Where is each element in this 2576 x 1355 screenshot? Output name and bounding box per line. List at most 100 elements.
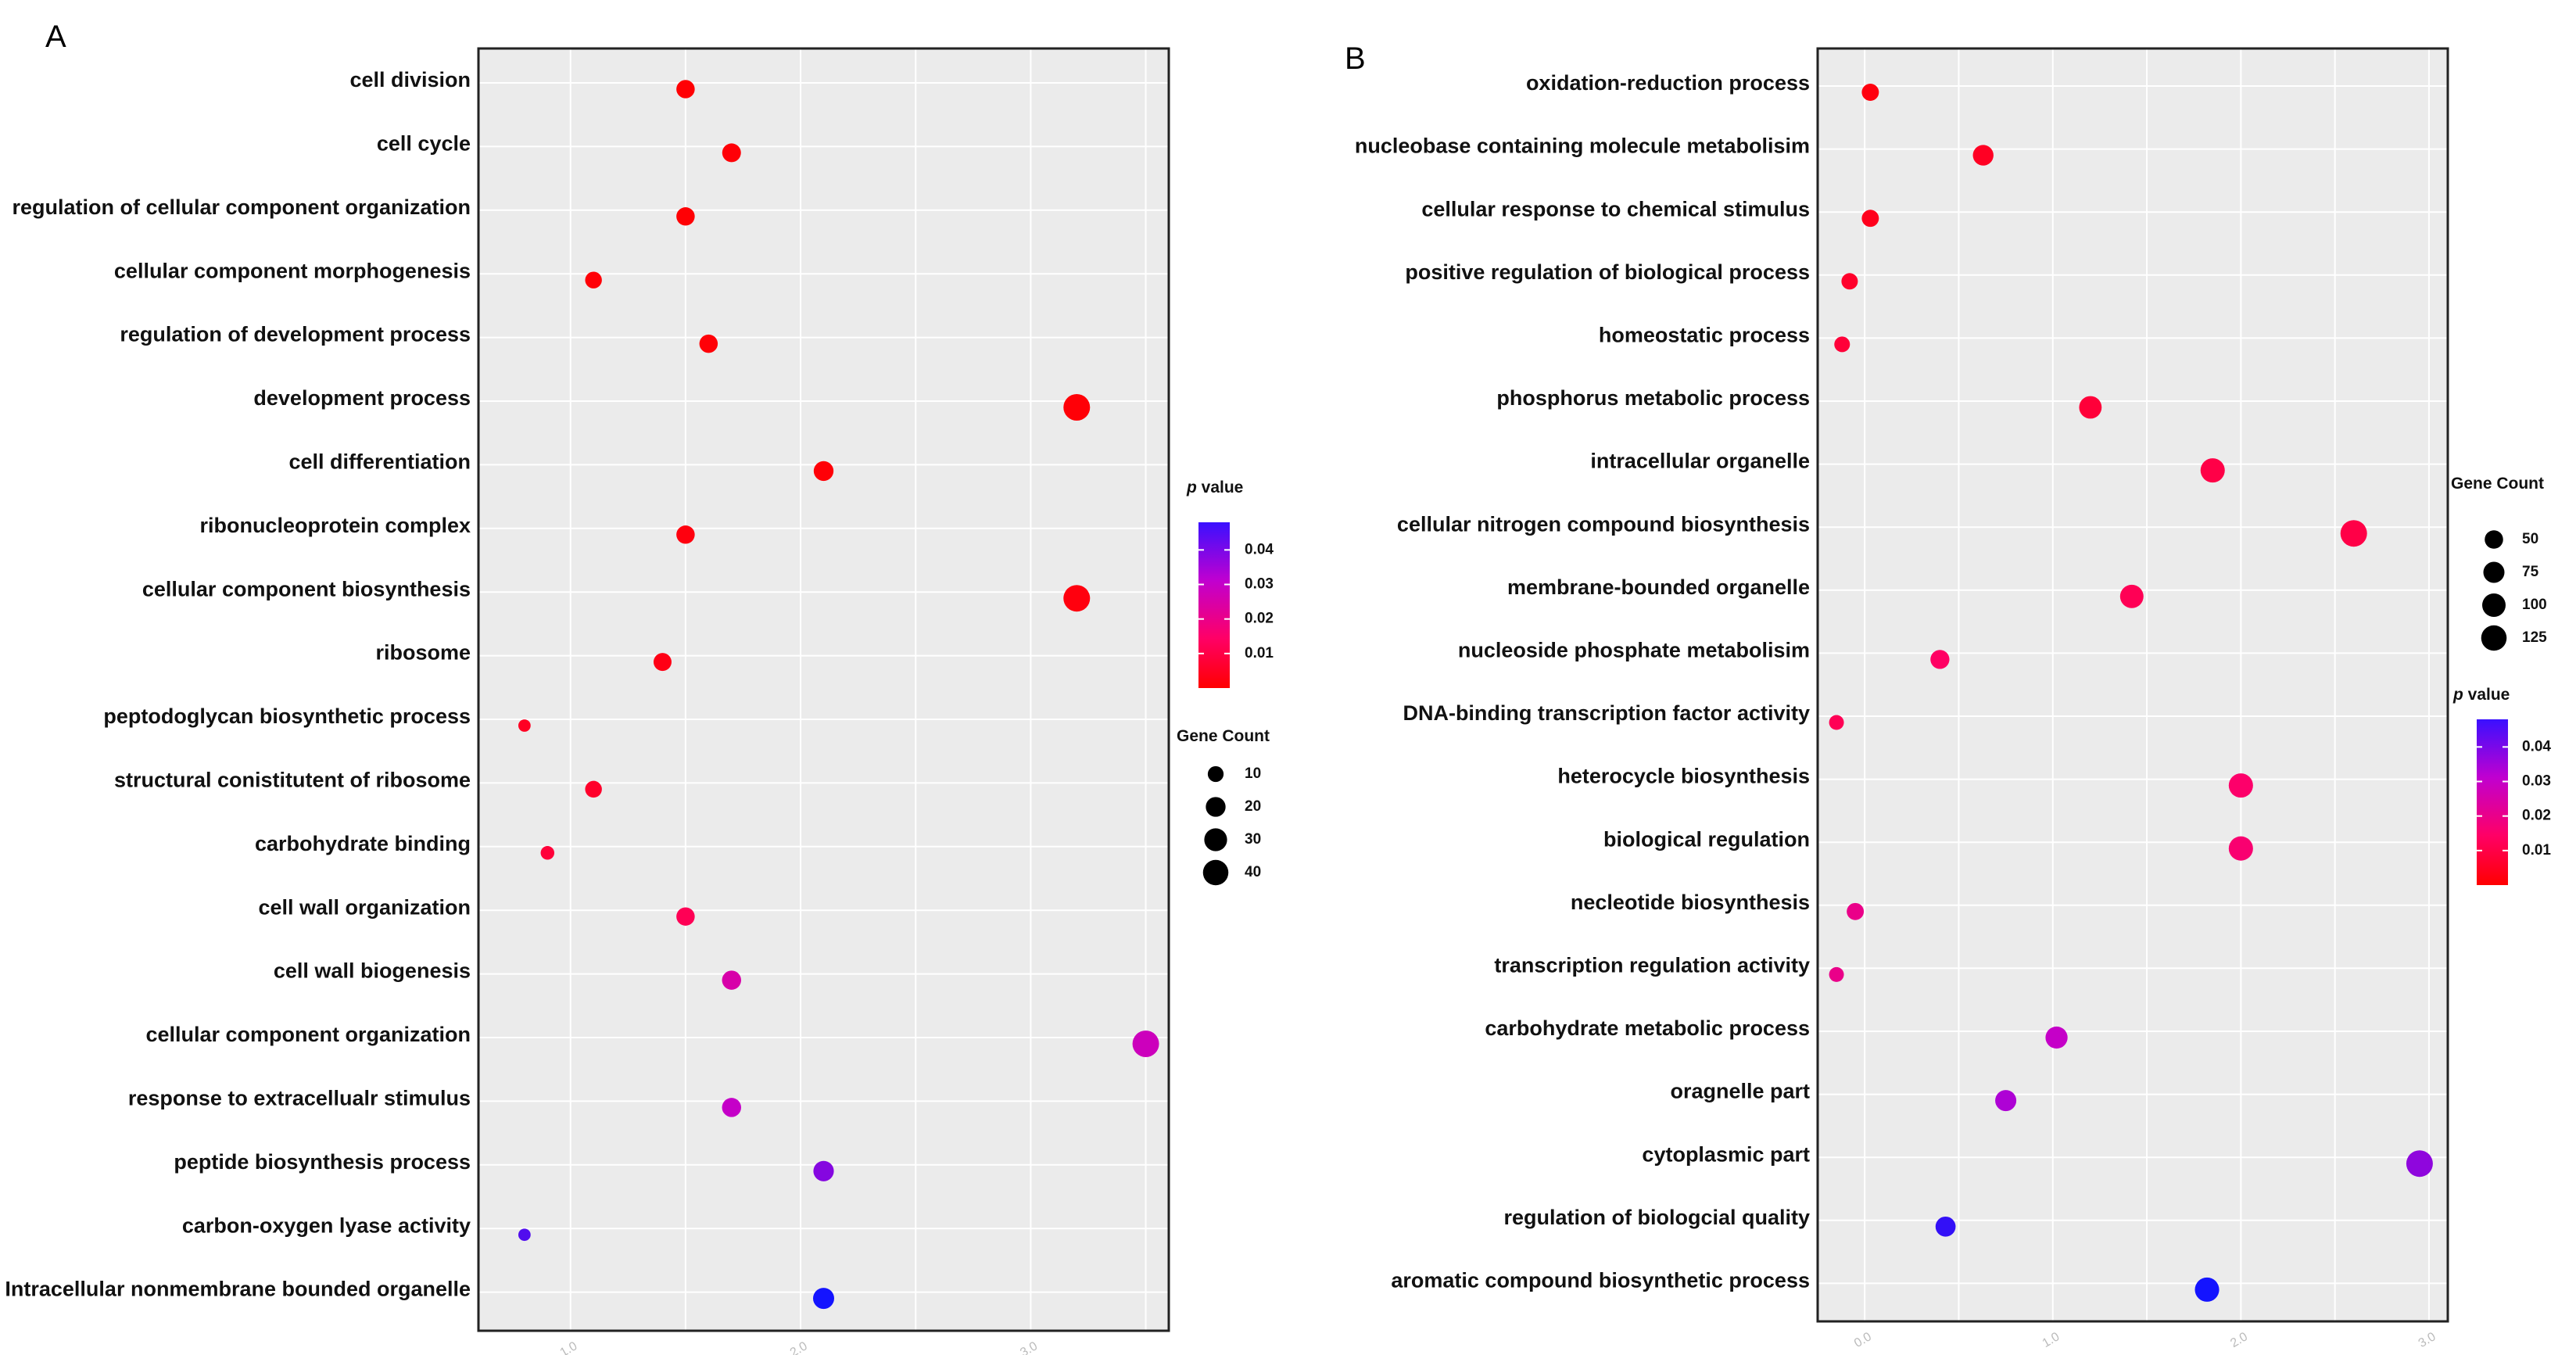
- category-label: regulation of cellular component organiz…: [12, 195, 471, 219]
- gene-count-legend-dot: [2481, 625, 2507, 651]
- data-point: [585, 780, 602, 798]
- data-point: [676, 525, 695, 544]
- category-label: heterocycle biosynthesis: [1557, 765, 1810, 788]
- data-point: [2045, 1026, 2068, 1049]
- category-label: oragnelle part: [1670, 1080, 1810, 1103]
- data-point: [2194, 1277, 2220, 1302]
- data-point: [699, 334, 718, 353]
- data-point: [676, 907, 695, 926]
- category-label: regulation of biologcial quality: [1503, 1206, 1810, 1229]
- data-point: [1063, 585, 1091, 612]
- category-label: Intracellular nonmembrane bounded organe…: [5, 1278, 471, 1301]
- gene-count-legend-dot: [1206, 797, 1226, 817]
- category-label: response to extracellualr stimulus: [128, 1087, 471, 1110]
- gene-count-legend-label: 10: [1245, 765, 1261, 782]
- data-point: [722, 143, 741, 163]
- plot-border: [477, 47, 1170, 1332]
- pvalue-legend-label: 0.02: [1245, 611, 1274, 627]
- data-point: [1930, 650, 1950, 669]
- data-point: [1847, 902, 1865, 920]
- pvalue-legend-label: 0.04: [2522, 738, 2551, 755]
- category-label: cellular component organization: [145, 1023, 471, 1046]
- x-tick-label: 1.0: [558, 1339, 580, 1355]
- data-point: [2406, 1150, 2433, 1178]
- category-label: ribosome: [375, 641, 471, 665]
- category-label: carbon-oxygen lyase activity: [182, 1213, 471, 1237]
- x-tick-label: 0.0: [1852, 1330, 1874, 1350]
- category-label: oxidation-reduction process: [1526, 71, 1810, 95]
- data-point: [813, 461, 834, 482]
- data-point: [653, 653, 672, 672]
- gene-count-legend-dot: [1207, 765, 1224, 783]
- category-label: development process: [253, 386, 471, 410]
- category-label: cell wall biogenesis: [274, 959, 471, 983]
- data-point: [585, 271, 602, 289]
- data-point: [1834, 336, 1850, 353]
- pvalue-legend-title-rest: value: [2463, 686, 2510, 704]
- data-point: [2228, 836, 2253, 861]
- category-label: positive regulation of biological proces…: [1405, 260, 1810, 284]
- data-point: [2340, 520, 2367, 547]
- data-point: [518, 719, 531, 732]
- panel-a: A 1.0 2.0 3.0 cell division cell cycle regulat…: [5, 20, 1274, 1355]
- plot-background: [478, 48, 1169, 1331]
- panel-label: B: [1345, 41, 1366, 76]
- data-point: [1861, 84, 1879, 101]
- x-tick-label: 1.0: [2040, 1330, 2062, 1350]
- category-label: cellular component morphogenesis: [114, 259, 471, 282]
- category-label: aromatic compound biosynthetic process: [1391, 1269, 1810, 1292]
- data-point: [1132, 1031, 1159, 1057]
- data-point: [2079, 396, 2102, 419]
- category-label: biological regulation: [1603, 827, 1810, 851]
- pvalue-legend-label: 0.01: [1245, 645, 1274, 661]
- data-point: [2119, 584, 2144, 608]
- pvalue-legend-title-p: p: [1186, 479, 1197, 496]
- x-tick-label: 3.0: [1018, 1339, 1040, 1355]
- category-label: cellular response to chemical stimulus: [1421, 197, 1810, 220]
- data-point: [518, 1228, 531, 1242]
- category-label: phosphorus metabolic process: [1496, 386, 1810, 410]
- panel-label: A: [45, 20, 66, 54]
- data-point: [722, 1098, 741, 1117]
- category-label: transcription regulation activity: [1494, 954, 1810, 977]
- data-point: [676, 207, 695, 226]
- pvalue-legend-label: 0.01: [2522, 842, 2551, 859]
- gene-count-legend-dot: [1204, 828, 1227, 851]
- pvalue-legend-title: p value: [1186, 479, 1243, 496]
- pvalue-colorbar: [2477, 719, 2508, 885]
- category-label: cellular component biosynthesis: [142, 577, 471, 600]
- category-label: membrane-bounded organelle: [1507, 575, 1810, 599]
- gene-count-legend-label: 50: [2522, 531, 2538, 547]
- category-label: DNA-binding transcription factor activit…: [1403, 701, 1810, 725]
- data-point: [813, 1160, 834, 1181]
- category-label: nucleobase containing molecule metabolis…: [1355, 134, 1810, 158]
- panel-b: B 0.0 1.0 2.0 3.0 oxidation-reduction process…: [1345, 41, 2551, 1350]
- data-point: [1935, 1216, 1956, 1237]
- category-label: cell division: [349, 68, 471, 91]
- pvalue-legend-label: 0.03: [1245, 576, 1274, 593]
- data-point: [722, 970, 741, 990]
- plot-border: [1816, 47, 2449, 1323]
- category-label: peptide biosynthesis process: [174, 1150, 471, 1174]
- category-label: regulation of development process: [120, 323, 471, 346]
- category-label: cell cycle: [377, 132, 471, 156]
- data-point: [676, 80, 695, 99]
- category-label: cell wall organization: [258, 895, 471, 919]
- category-label: ribonucleoprotein complex: [199, 514, 471, 537]
- gene-count-legend-label: 125: [2522, 629, 2547, 646]
- pvalue-colorbar: [1198, 522, 1230, 688]
- data-point: [1861, 210, 1879, 228]
- data-point: [1829, 715, 1844, 730]
- gene-count-legend-label: 75: [2522, 564, 2539, 580]
- pvalue-legend-title-rest: value: [1197, 479, 1244, 496]
- category-label: cellular nitrogen compound biosynthesis: [1397, 512, 1810, 536]
- plot-background: [1818, 48, 2448, 1321]
- gene-count-legend-dot: [2483, 561, 2505, 583]
- data-point: [540, 846, 555, 860]
- category-label: carbohydrate binding: [255, 832, 471, 855]
- data-point: [2228, 773, 2253, 798]
- x-tick-label: 2.0: [2228, 1330, 2250, 1350]
- data-point: [1995, 1090, 2017, 1112]
- gene-count-legend-dot: [2485, 530, 2503, 549]
- category-label: cytoplasmic part: [1642, 1142, 1810, 1166]
